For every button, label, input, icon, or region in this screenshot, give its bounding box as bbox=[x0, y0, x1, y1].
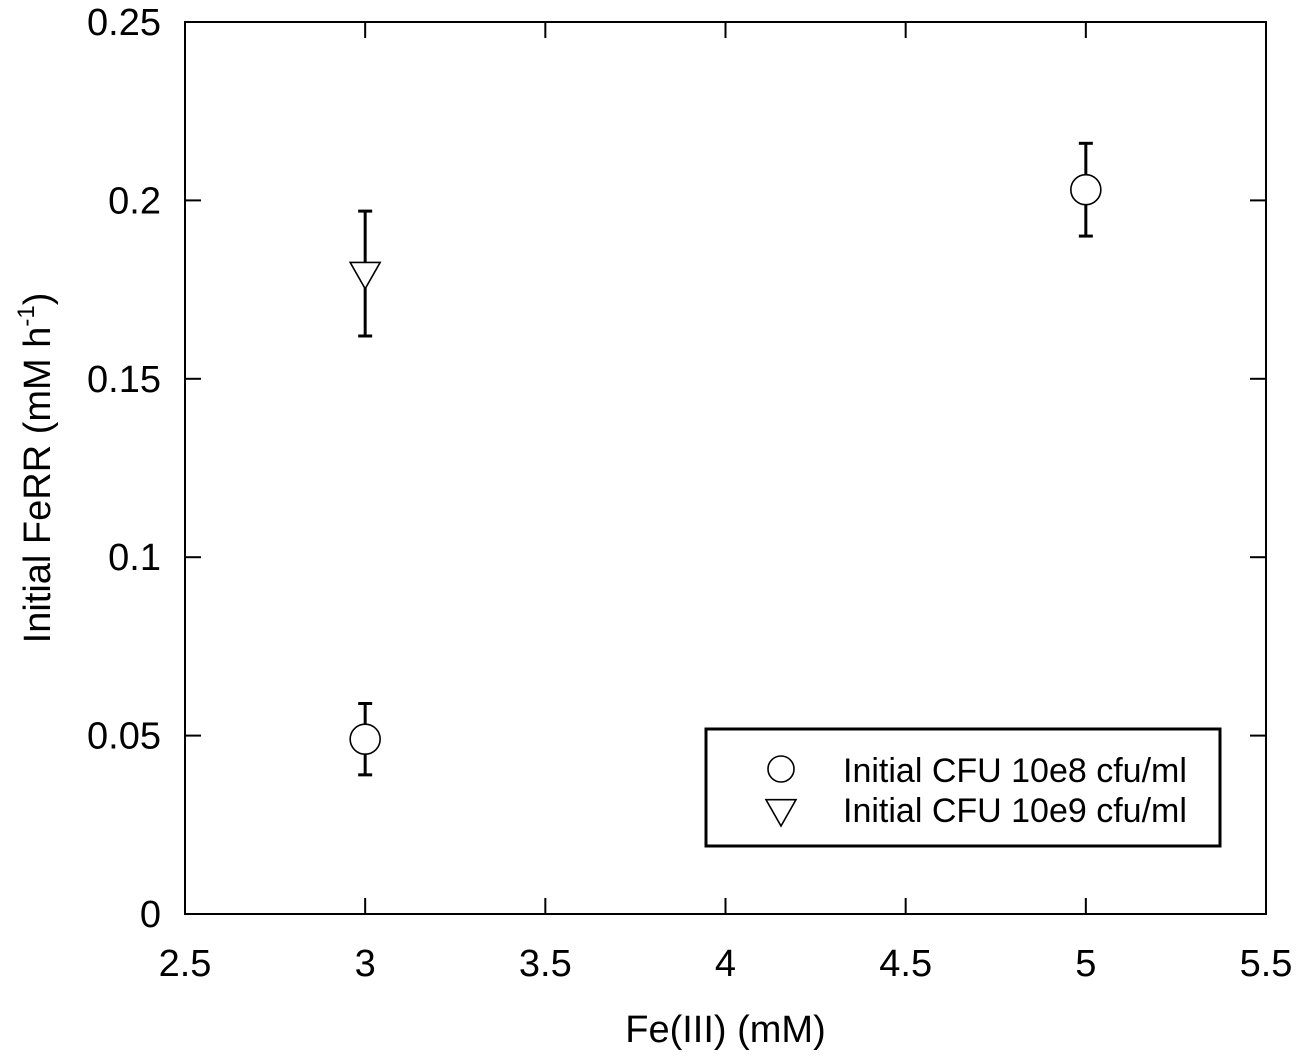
x-tick-label: 3 bbox=[355, 943, 376, 985]
data-point-series-10e8 bbox=[1070, 173, 1102, 206]
tick-labels: 2.5 3 3.5 4 4.5 5 5.5 0 0.05 0.1 0.15 0.2 0.25 bbox=[87, 2, 1292, 985]
y-tick-label: 0.25 bbox=[87, 2, 161, 44]
x-tick-label: 5.5 bbox=[1240, 943, 1293, 985]
x-tick-label: 2.5 bbox=[159, 943, 212, 985]
y-tick-label: 0.1 bbox=[108, 537, 161, 579]
y-tick-label: 0.15 bbox=[87, 359, 161, 401]
x-tick-label: 4.5 bbox=[879, 943, 932, 985]
data-point-series-10e9 bbox=[348, 261, 382, 291]
x-tick-label: 4 bbox=[715, 943, 736, 985]
x-tick-label: 5 bbox=[1075, 943, 1096, 985]
y-axis-title: Initial FeRR (mM h-1) bbox=[13, 293, 59, 644]
data-markers bbox=[348, 173, 1102, 755]
y-tick-label: 0 bbox=[140, 894, 161, 936]
legend-item-10e9-label: Initial CFU 10e9 cfu/ml bbox=[843, 792, 1187, 830]
error-bars bbox=[358, 141, 1093, 777]
data-point-series-10e8 bbox=[349, 723, 381, 755]
x-tick-label: 3.5 bbox=[519, 943, 572, 985]
y-tick-label: 0.2 bbox=[108, 180, 161, 222]
legend-item-10e8-label: Initial CFU 10e8 cfu/ml bbox=[843, 752, 1187, 790]
legend-item-10e9-marker-icon bbox=[764, 798, 798, 828]
y-axis-title-superscript: -1 bbox=[13, 305, 40, 326]
x-axis-title: Fe(III) (mM) bbox=[625, 1009, 826, 1051]
y-axis-title-main: Initial FeRR (mM h bbox=[17, 327, 59, 644]
legend-item-10e8-marker-icon bbox=[767, 755, 795, 783]
legend-box bbox=[704, 727, 1222, 848]
y-axis-title-close: ) bbox=[17, 293, 59, 306]
y-tick-label: 0.05 bbox=[87, 716, 161, 758]
tick-marks bbox=[184, 21, 1267, 915]
